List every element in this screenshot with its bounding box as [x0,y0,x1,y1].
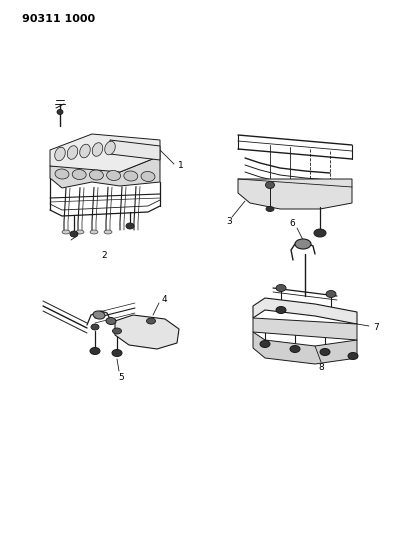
Ellipse shape [89,170,103,180]
Ellipse shape [141,172,155,182]
Ellipse shape [90,348,100,354]
Text: 4: 4 [162,295,167,303]
Polygon shape [252,318,356,340]
Polygon shape [50,156,160,188]
Text: 1: 1 [177,161,183,171]
Ellipse shape [112,350,122,357]
Ellipse shape [259,341,269,348]
Polygon shape [252,298,356,324]
Text: 3: 3 [226,216,231,225]
Ellipse shape [92,143,102,156]
Ellipse shape [55,169,69,179]
Ellipse shape [275,285,285,292]
Text: 7: 7 [372,324,378,333]
Polygon shape [237,179,351,209]
Text: 90311 1000: 90311 1000 [22,14,95,24]
Ellipse shape [146,318,155,324]
Ellipse shape [313,229,325,237]
Text: 6: 6 [288,220,294,229]
Ellipse shape [62,230,70,234]
Ellipse shape [106,318,116,325]
Text: 2: 2 [101,252,107,261]
Ellipse shape [70,231,78,237]
Polygon shape [115,315,179,349]
Polygon shape [110,140,160,160]
Ellipse shape [325,290,335,297]
Ellipse shape [275,306,285,313]
Text: 5: 5 [118,373,124,382]
Text: 8: 8 [318,364,323,373]
Ellipse shape [107,171,120,181]
Polygon shape [252,332,356,364]
Ellipse shape [319,349,329,356]
Ellipse shape [57,109,63,115]
Ellipse shape [91,324,99,330]
Ellipse shape [289,345,299,352]
Ellipse shape [90,230,98,234]
Ellipse shape [294,239,310,249]
Ellipse shape [79,144,90,158]
Ellipse shape [104,230,112,234]
Ellipse shape [265,206,273,212]
Ellipse shape [93,311,104,319]
Polygon shape [50,134,160,172]
Ellipse shape [112,328,121,334]
Ellipse shape [55,147,65,161]
Ellipse shape [67,146,78,159]
Ellipse shape [265,182,274,189]
Ellipse shape [76,230,84,234]
Ellipse shape [126,223,134,229]
Ellipse shape [347,352,357,359]
Ellipse shape [124,171,137,181]
Ellipse shape [72,169,86,180]
Ellipse shape [104,141,115,155]
